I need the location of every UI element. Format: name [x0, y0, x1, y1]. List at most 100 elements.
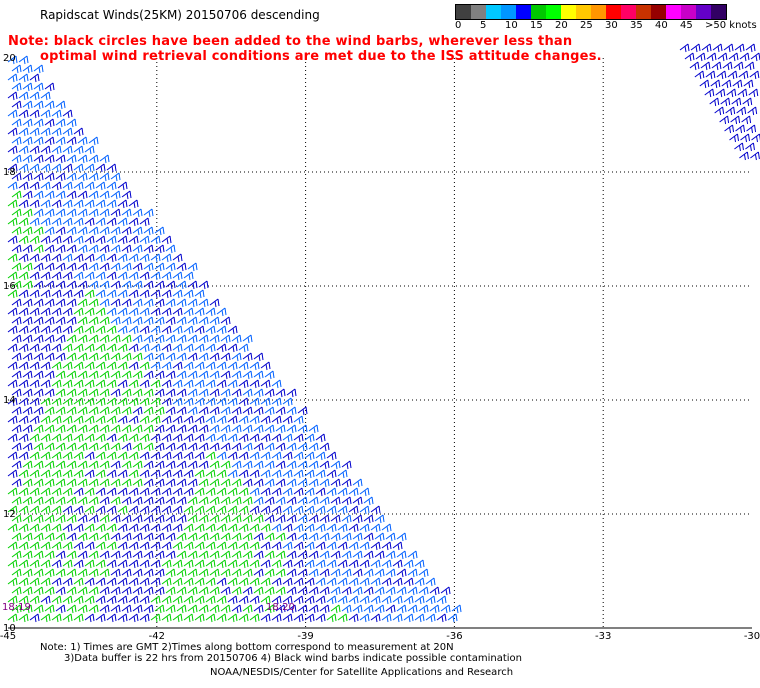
wind-barb	[143, 208, 154, 218]
wind-barb	[418, 604, 429, 614]
wind-barb	[66, 514, 77, 524]
wind-barb	[55, 208, 66, 218]
wind-barb	[710, 79, 721, 89]
wind-barb	[352, 604, 363, 614]
wind-barb	[341, 550, 352, 560]
wind-barb	[150, 271, 161, 281]
colorbar-label: 10	[505, 20, 518, 31]
wind-barb	[33, 604, 44, 614]
wind-barb	[121, 244, 132, 254]
wind-barb	[84, 253, 95, 263]
wind-barb	[117, 343, 128, 353]
wind-barb	[7, 343, 18, 353]
wind-barb	[253, 514, 264, 524]
wind-barb	[33, 586, 44, 596]
wind-barb	[304, 433, 315, 443]
wind-barb	[51, 145, 62, 155]
wind-barb	[143, 568, 154, 578]
wind-barb	[55, 460, 66, 470]
wind-barb	[216, 469, 227, 479]
wind-barb	[40, 433, 51, 443]
wind-barb	[154, 406, 165, 416]
wind-barb	[143, 496, 154, 506]
wind-barb	[271, 523, 282, 533]
wind-barb	[110, 298, 121, 308]
wind-barb	[183, 613, 194, 623]
wind-barb	[33, 424, 44, 434]
wind-barb	[128, 253, 139, 263]
wind-barb	[40, 181, 51, 191]
wind-barb	[216, 343, 227, 353]
wind-barb	[106, 199, 117, 209]
wind-barb	[55, 424, 66, 434]
wind-barb	[183, 307, 194, 317]
wind-barb	[176, 262, 187, 272]
wind-barb	[99, 262, 110, 272]
wind-barb	[22, 154, 33, 164]
wind-barb	[253, 586, 264, 596]
wind-barb	[88, 244, 99, 254]
wind-barb	[319, 604, 330, 614]
wind-barb	[128, 379, 139, 389]
wind-barb	[286, 406, 297, 416]
wind-barb	[106, 487, 117, 497]
wind-barb	[326, 505, 337, 515]
wind-barb	[282, 595, 293, 605]
wind-barb	[293, 415, 304, 425]
wind-barb	[11, 604, 22, 614]
wind-barb	[11, 388, 22, 398]
wind-barb	[231, 568, 242, 578]
wind-barb	[198, 478, 209, 488]
wind-barb	[51, 235, 62, 245]
wind-barb	[117, 397, 128, 407]
wind-barb	[154, 586, 165, 596]
wind-barb	[238, 505, 249, 515]
wind-barb	[84, 361, 95, 371]
wind-barb	[77, 604, 88, 614]
wind-barb	[282, 613, 293, 623]
wind-barb	[381, 613, 392, 623]
wind-barb	[341, 532, 352, 542]
wind-barb	[55, 406, 66, 416]
wind-barb	[143, 370, 154, 380]
wind-barb	[73, 577, 84, 587]
wind-barb	[66, 316, 77, 326]
wind-barb	[66, 226, 77, 236]
wind-barb	[33, 442, 44, 452]
wind-barb	[84, 451, 95, 461]
wind-barb	[227, 577, 238, 587]
wind-barb	[249, 397, 260, 407]
wind-barb	[275, 388, 286, 398]
wind-barb	[22, 370, 33, 380]
wind-barb	[194, 595, 205, 605]
wind-barb	[736, 106, 747, 116]
wind-barb	[22, 586, 33, 596]
latitude-label: 12	[3, 509, 16, 520]
wind-barb	[205, 541, 216, 551]
wind-barb	[194, 523, 205, 533]
wind-barb	[84, 307, 95, 317]
wind-barb	[216, 379, 227, 389]
wind-barb	[264, 388, 275, 398]
lat-lon-grid	[8, 58, 752, 629]
wind-barb	[216, 433, 227, 443]
wind-barb	[22, 172, 33, 182]
wind-barb	[73, 523, 84, 533]
wind-barb	[128, 541, 139, 551]
wind-barb	[183, 595, 194, 605]
wind-barb	[77, 208, 88, 218]
wind-barb	[150, 469, 161, 479]
wind-barb	[18, 397, 29, 407]
wind-barb	[735, 124, 746, 134]
wind-barb	[308, 460, 319, 470]
wind-barb	[700, 61, 711, 71]
wind-barb	[51, 163, 62, 173]
wind-barb	[33, 280, 44, 290]
wind-barb	[172, 595, 183, 605]
wind-barb	[62, 523, 73, 533]
wind-barb	[66, 334, 77, 344]
colorbar-label: >50 knots	[705, 20, 757, 31]
wind-barb	[198, 568, 209, 578]
wind-barb	[40, 145, 51, 155]
wind-barb	[11, 586, 22, 596]
